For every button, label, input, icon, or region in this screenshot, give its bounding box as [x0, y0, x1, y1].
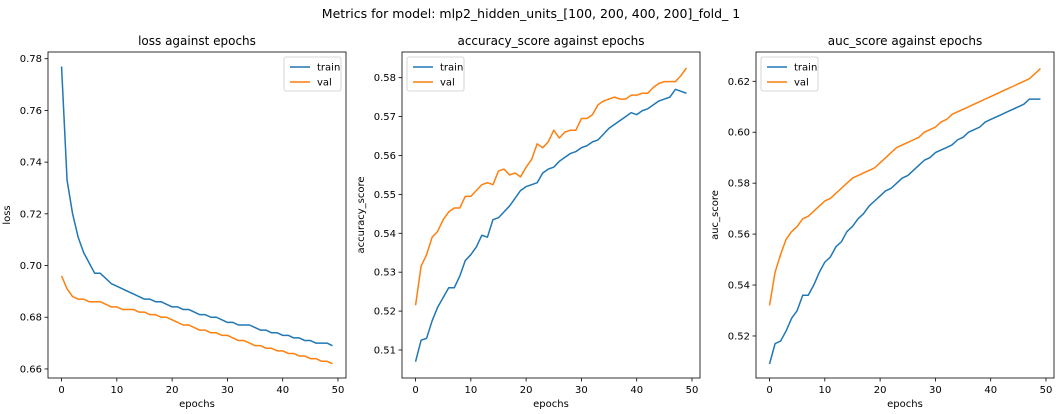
legend-label-val: val — [440, 78, 455, 89]
x-tick-label: 50 — [686, 385, 699, 396]
y-axis-label: accuracy_score — [356, 177, 367, 254]
series-line-val — [414, 67, 688, 306]
x-tick-label: 20 — [874, 385, 887, 396]
legend: train val — [406, 56, 465, 92]
x-tick-label: 20 — [166, 385, 179, 396]
y-axis-label: loss — [2, 205, 13, 224]
x-tick-label: 30 — [221, 385, 234, 396]
plot-frame — [755, 51, 1055, 379]
x-axis-label: epochs — [533, 399, 569, 410]
x-tick-label: 0 — [766, 385, 772, 396]
x-tick-label: 30 — [929, 385, 942, 396]
y-tick-label: 0.54 — [374, 229, 396, 240]
y-tick-label: 0.55 — [374, 190, 396, 201]
series-line-val — [60, 275, 333, 365]
figure-suptitle: Metrics for model: mlp2_hidden_units_[10… — [322, 6, 740, 21]
chart-title: accuracy_score against epochs — [457, 34, 644, 48]
y-tick-label: 0.52 — [374, 307, 396, 318]
series-line-train — [414, 88, 687, 362]
x-tick-label: 30 — [575, 385, 588, 396]
x-tick-label: 10 — [818, 385, 831, 396]
y-tick-label: 0.56 — [728, 230, 750, 241]
legend-label-val: val — [317, 78, 332, 89]
y-tick-label: 0.54 — [728, 281, 750, 292]
chart-panel-2: accuracy_score against epochs 0 10 20 30 40 50… — [356, 34, 701, 410]
x-tick-label: 10 — [464, 385, 477, 396]
legend: train val — [283, 56, 342, 92]
y-tick-label: 0.74 — [20, 158, 42, 169]
y-axis-label: auc_score — [710, 190, 721, 240]
x-tick-label: 40 — [630, 385, 643, 396]
y-tick-label: 0.70 — [20, 261, 42, 272]
y-tick-label: 0.78 — [20, 54, 42, 65]
x-tick-label: 10 — [110, 385, 123, 396]
y-tick-label: 0.57 — [374, 112, 396, 123]
x-tick-label: 40 — [984, 385, 997, 396]
x-tick-label: 50 — [332, 385, 345, 396]
legend-label-train: train — [317, 63, 340, 74]
legend-label-val: val — [794, 78, 809, 89]
plot-frame — [401, 51, 701, 379]
y-tick-label: 0.76 — [20, 106, 42, 117]
chart-title: loss against epochs — [138, 34, 256, 48]
y-tick-label: 0.51 — [374, 345, 396, 356]
x-axis-label: epochs — [887, 399, 923, 410]
y-tick-label: 0.68 — [20, 313, 42, 324]
chart-title: auc_score against epochs — [828, 34, 982, 48]
chart-panels: loss against epochs 0 10 20 30 40 50 0.66 0.68 0.… — [2, 34, 1055, 410]
chart-panel-3: auc_score against epochs 0 10 20 30 40 50 0.52 0… — [710, 34, 1055, 410]
y-tick-label: 0.58 — [728, 179, 750, 190]
x-tick-label: 20 — [520, 385, 533, 396]
y-tick-label: 0.66 — [20, 364, 42, 375]
x-tick-label: 0 — [412, 385, 418, 396]
y-tick-label: 0.53 — [374, 268, 396, 279]
x-tick-label: 0 — [58, 385, 64, 396]
legend-label-train: train — [440, 63, 463, 74]
y-tick-label: 0.62 — [728, 77, 750, 88]
x-tick-label: 40 — [276, 385, 289, 396]
series-line-train — [768, 98, 1041, 365]
y-tick-label: 0.72 — [20, 209, 42, 220]
plot-frame — [47, 51, 347, 379]
legend: train val — [760, 56, 819, 92]
x-axis-label: epochs — [179, 399, 215, 410]
series-line-val — [768, 67, 1041, 306]
y-tick-label: 0.58 — [374, 73, 396, 84]
y-tick-label: 0.52 — [728, 331, 750, 342]
y-tick-label: 0.56 — [374, 151, 396, 162]
chart-panel-1: loss against epochs 0 10 20 30 40 50 0.66 0.68 0.… — [2, 34, 347, 410]
series-line-train — [60, 66, 333, 347]
y-tick-label: 0.60 — [728, 128, 750, 139]
legend-label-train: train — [794, 63, 817, 74]
x-tick-label: 50 — [1040, 385, 1053, 396]
